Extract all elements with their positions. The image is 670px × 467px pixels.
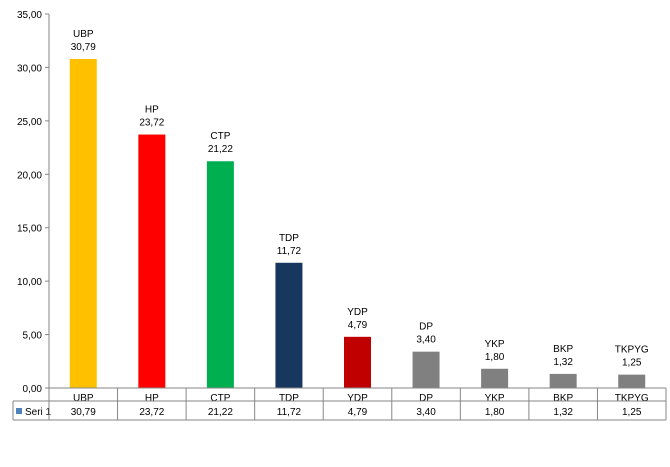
y-tick-label: 10,00 — [17, 277, 42, 288]
legend-key-swatch — [16, 408, 22, 414]
bar-category-label: TDP — [279, 233, 299, 244]
bar-category-label: BKP — [553, 344, 573, 355]
x-tick-label: HP — [145, 393, 159, 404]
bar-ydp — [344, 336, 371, 388]
bar-tkpyg — [618, 374, 646, 388]
y-tick-label: 0,00 — [23, 384, 43, 395]
x-tick-label: UBP — [73, 393, 94, 404]
bar-hp — [138, 134, 166, 388]
x-tick-label: DP — [419, 393, 433, 404]
bar-category-label: UBP — [73, 29, 94, 40]
table-value-cell: 4,79 — [348, 407, 368, 418]
table-value-cell: 1,32 — [553, 407, 573, 418]
bar-value-label: 4,79 — [348, 320, 368, 331]
bar-category-label: CTP — [210, 131, 230, 142]
table-value-cell: 3,40 — [416, 407, 436, 418]
y-tick-label: 20,00 — [17, 170, 42, 181]
bar-value-label: 1,25 — [622, 358, 642, 369]
bar-category-label: TKPYG — [615, 345, 649, 356]
bar-dp — [412, 351, 440, 388]
table-value-cell: 30,79 — [71, 407, 96, 418]
bar-ubp — [69, 58, 97, 389]
bar-tdp — [275, 262, 303, 388]
y-tick-label: 5,00 — [23, 331, 43, 342]
table-value-cell: 1,80 — [485, 407, 505, 418]
y-tick-label: 15,00 — [17, 224, 42, 235]
bar-category-label: HP — [145, 105, 159, 116]
bar-value-label: 30,79 — [71, 42, 96, 53]
table-value-cell: 23,72 — [139, 407, 164, 418]
bar-category-label: YDP — [347, 307, 368, 318]
bar-ykp — [481, 368, 509, 388]
bar-category-label: DP — [419, 322, 433, 333]
x-tick-label: TDP — [279, 393, 299, 404]
bar-bkp — [549, 373, 577, 388]
y-tick-label: 25,00 — [17, 117, 42, 128]
table-value-cell: 1,25 — [622, 407, 642, 418]
x-tick-label: YKP — [485, 393, 505, 404]
bar-value-label: 1,32 — [553, 357, 573, 368]
y-tick-label: 35,00 — [17, 10, 42, 21]
legend-series-name: Seri 1 — [25, 407, 52, 418]
x-tick-label: TKPYG — [615, 393, 649, 404]
bar-value-label: 23,72 — [139, 118, 164, 129]
y-tick-label: 30,00 — [17, 63, 42, 74]
x-tick-label: BKP — [553, 393, 573, 404]
bar-category-label: YKP — [485, 339, 505, 350]
bar-value-label: 3,40 — [416, 335, 436, 346]
x-tick-label: CTP — [210, 393, 230, 404]
bar-ctp — [206, 161, 234, 388]
table-value-cell: 11,72 — [277, 407, 302, 418]
bar-value-label: 21,22 — [208, 144, 233, 155]
x-tick-label: YDP — [347, 393, 368, 404]
bar-value-label: 1,80 — [485, 352, 505, 363]
bar-value-label: 11,72 — [277, 246, 302, 257]
table-value-cell: 21,22 — [208, 407, 233, 418]
